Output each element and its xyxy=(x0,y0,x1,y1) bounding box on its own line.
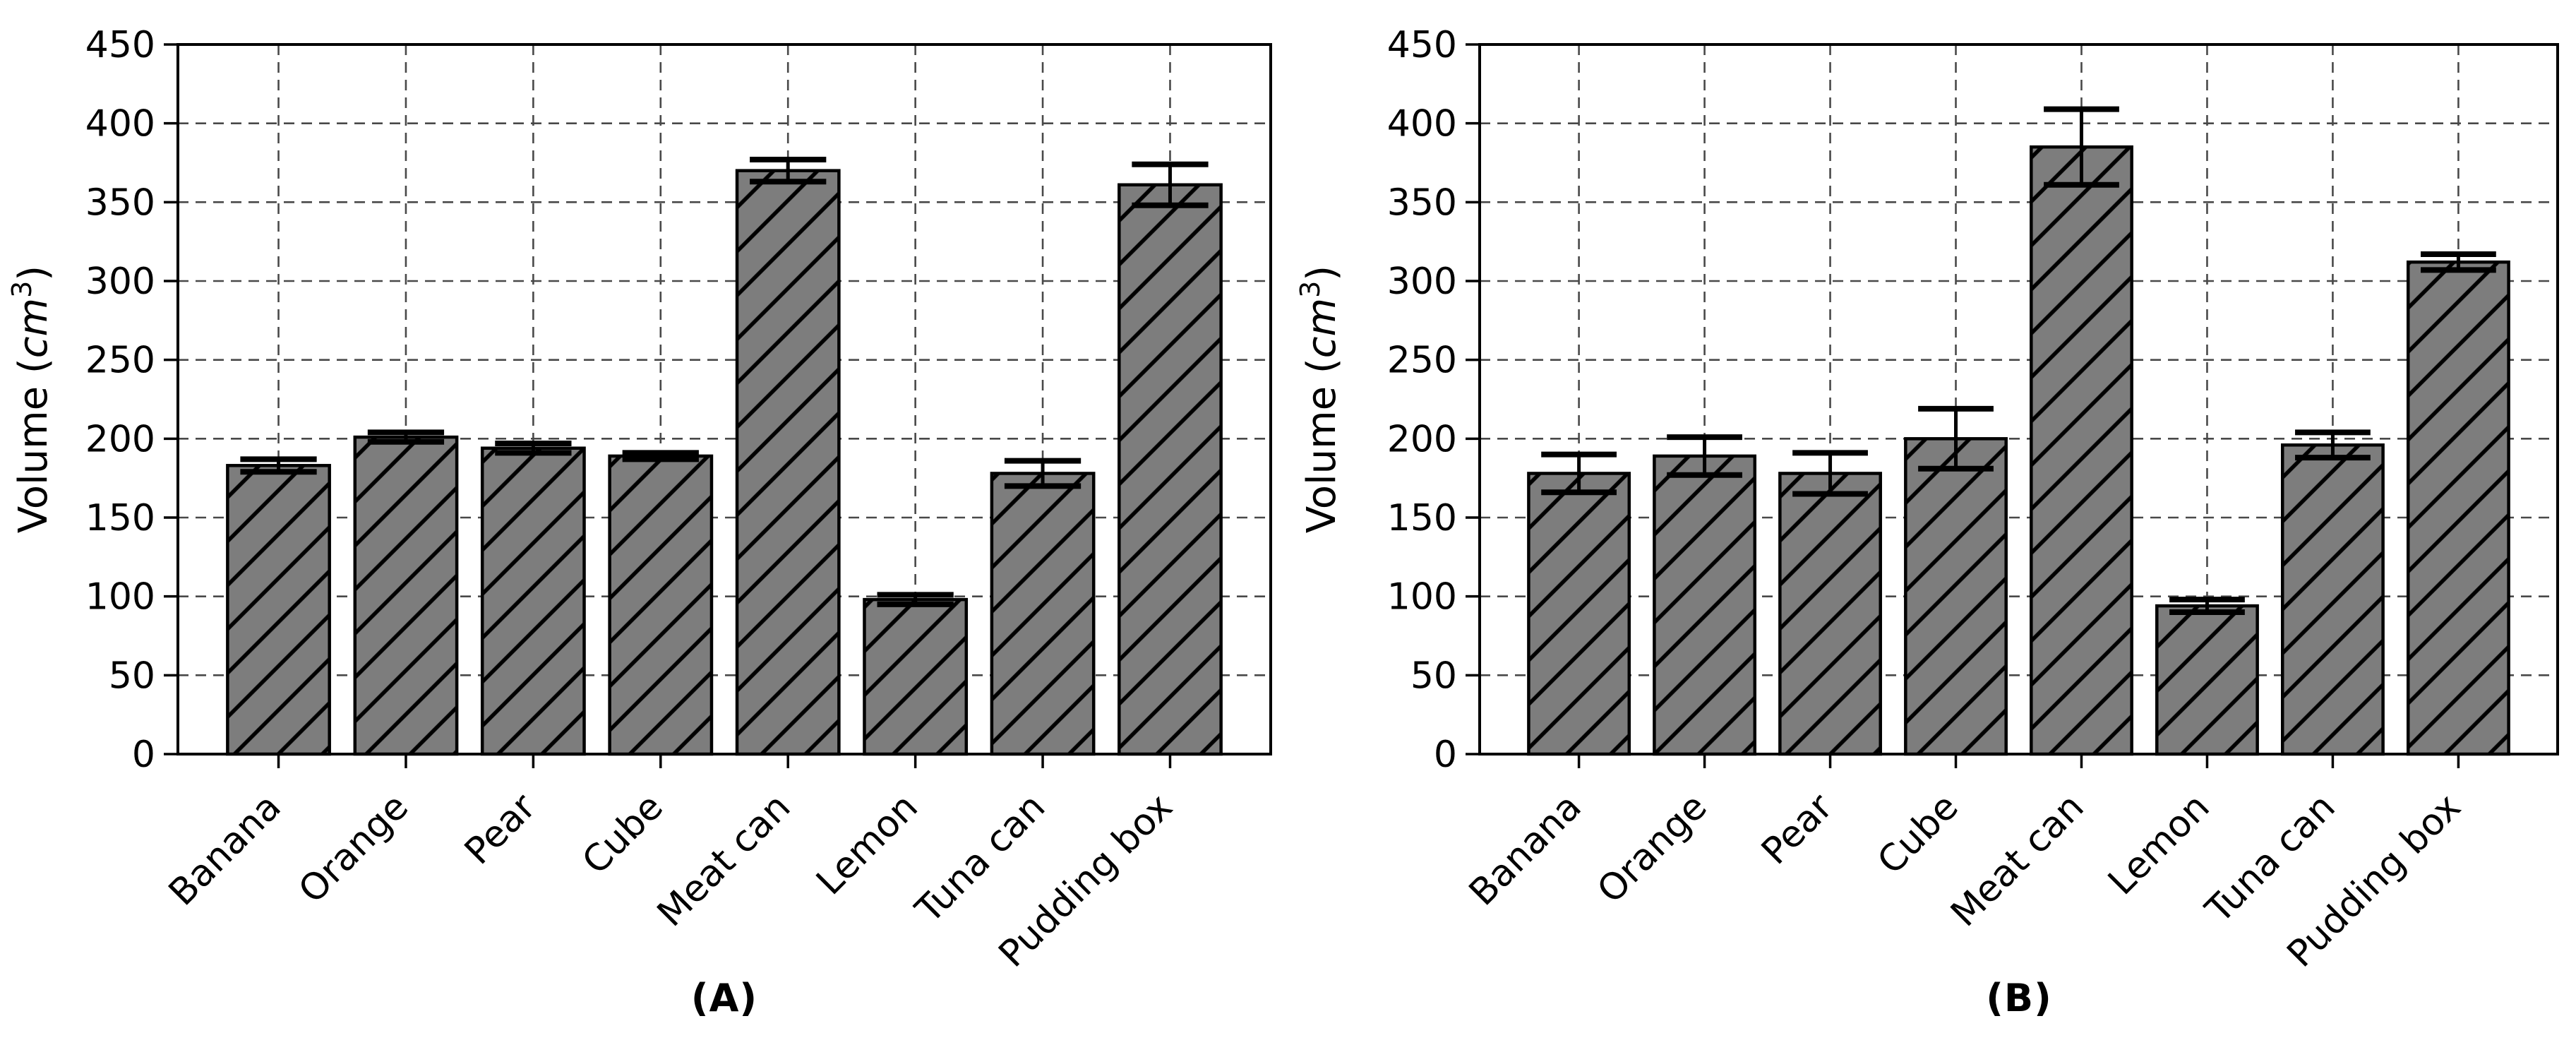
y-tick-label-50: 50 xyxy=(1410,655,1457,697)
bar-hatch-tuna-can xyxy=(991,473,1094,754)
bar-hatch-lemon xyxy=(864,599,966,754)
y-tick-label-350: 350 xyxy=(85,181,155,224)
y-axis-label: Volume (cm3) xyxy=(6,265,56,533)
bar-hatch-banana xyxy=(1528,473,1629,754)
x-tick-label-cube: Cube xyxy=(575,786,671,883)
y-tick-label-100: 100 xyxy=(1387,576,1457,619)
y-tick-label-400: 400 xyxy=(1387,103,1457,145)
bars xyxy=(1527,145,2510,756)
y-tick-label-250: 250 xyxy=(85,340,155,382)
bar-hatch-orange xyxy=(1654,455,1755,754)
y-tick-label-350: 350 xyxy=(1387,181,1457,224)
y-tick-label-150: 150 xyxy=(1387,497,1457,539)
plot-spines xyxy=(1478,43,2559,756)
bar-hatch-pudding-box xyxy=(2408,262,2509,754)
error-bars xyxy=(1541,106,2496,615)
bar-hatch-cube xyxy=(1905,438,2006,754)
bar-hatch-pear xyxy=(482,448,585,754)
x-tick-label-meat-can: Meat can xyxy=(649,786,798,935)
bar-hatch-lemon xyxy=(2157,606,2258,754)
y-tick-label-200: 200 xyxy=(85,418,155,460)
grid xyxy=(1480,43,2558,756)
y-tick-label-300: 300 xyxy=(85,261,155,303)
x-tick-label-cube: Cube xyxy=(1869,786,1966,883)
grid xyxy=(178,43,1271,756)
bar-hatch-cube xyxy=(609,455,712,754)
y-axis: 0 50 100 150 200 250 300 350 400 450 xyxy=(85,24,178,776)
y-tick-label-300: 300 xyxy=(1387,261,1457,303)
bar-chart-b: 0 50 100 150 200 250 300 350 400 450 Banana Orange P… xyxy=(1295,24,2559,976)
y-tick-label-0: 0 xyxy=(1434,734,1457,776)
caption-b: (B) xyxy=(1986,976,2052,1020)
error-bars xyxy=(240,157,1209,607)
y-tick-label-450: 450 xyxy=(1387,24,1457,66)
bar-hatch-meat-can xyxy=(2031,147,2132,754)
x-tick-label-lemon: Lemon xyxy=(808,786,926,904)
plot-spines xyxy=(176,43,1272,756)
x-tick-label-orange: Orange xyxy=(1589,786,1715,912)
bar-chart-a: 0 50 100 150 200 250 300 350 400 450 Banana Orange P… xyxy=(6,24,1272,976)
chart-panel-b: 0 50 100 150 200 250 300 350 400 450 Banana Orange P… xyxy=(1288,0,2576,1045)
bar-hatch-pear xyxy=(1780,473,1881,754)
bars xyxy=(226,169,1223,756)
caption-a: (A) xyxy=(690,976,758,1020)
x-tick-label-pear: Pear xyxy=(1754,785,1841,873)
y-tick-label-0: 0 xyxy=(132,734,155,776)
y-tick-label-200: 200 xyxy=(1387,418,1457,460)
bar-hatch-orange xyxy=(354,437,457,754)
x-tick-label-lemon: Lemon xyxy=(2100,786,2218,904)
y-axis: 0 50 100 150 200 250 300 350 400 450 xyxy=(1387,24,1480,776)
y-tick-label-100: 100 xyxy=(85,576,155,619)
bar-hatch-meat-can xyxy=(737,170,839,754)
y-tick-label-150: 150 xyxy=(85,497,155,539)
y-tick-label-250: 250 xyxy=(1387,340,1457,382)
y-tick-label-400: 400 xyxy=(85,103,155,145)
x-tick-label-banana: Banana xyxy=(161,786,289,914)
y-tick-label-450: 450 xyxy=(85,24,155,66)
x-tick-label-banana: Banana xyxy=(1461,786,1590,914)
chart-panel-a: 0 50 100 150 200 250 300 350 400 450 Banana Orange P… xyxy=(6,24,1272,1020)
x-tick-label-orange: Orange xyxy=(291,786,417,912)
bar-hatch-tuna-can xyxy=(2282,445,2383,754)
x-tick-label-pear: Pear xyxy=(457,785,544,873)
y-axis-label: Volume (cm3) xyxy=(1295,265,1345,533)
bar-hatch-pudding-box xyxy=(1119,184,1221,754)
bar-hatch-banana xyxy=(227,465,330,754)
y-tick-label-50: 50 xyxy=(109,655,155,697)
x-tick-label-meat-can: Meat can xyxy=(1943,786,2092,935)
